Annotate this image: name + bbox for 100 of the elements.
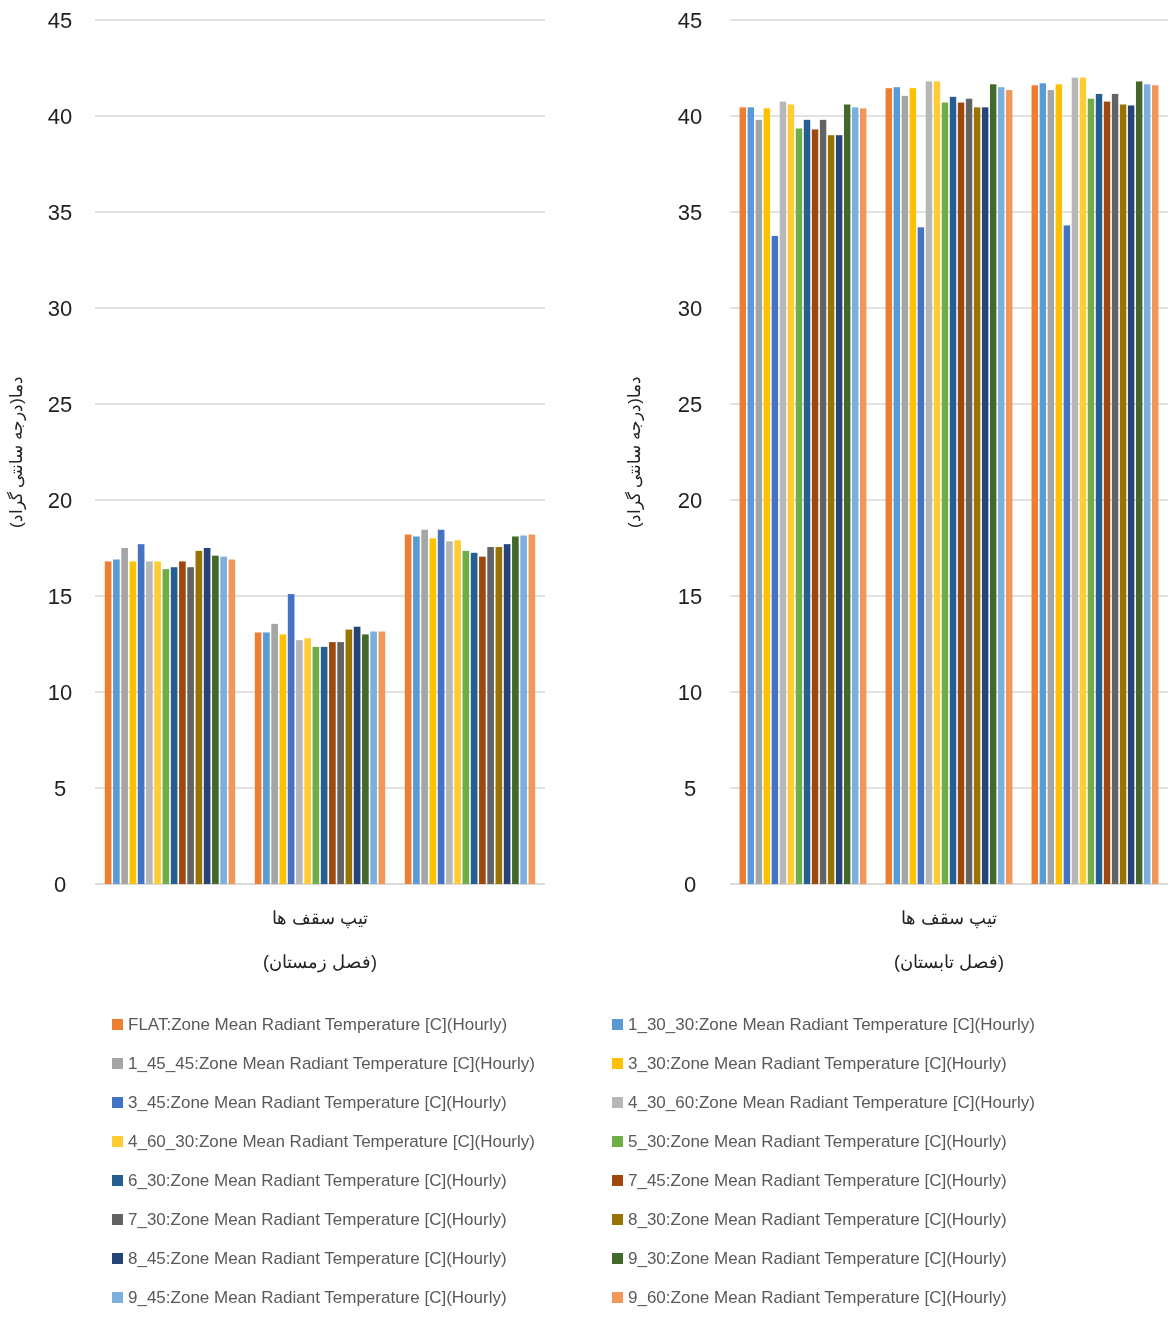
bar — [957, 102, 965, 884]
bar — [437, 529, 445, 884]
bar — [1006, 90, 1013, 884]
bar — [129, 561, 137, 884]
bar — [271, 623, 278, 884]
bar — [739, 107, 746, 884]
y-tick-label: 40 — [677, 104, 703, 129]
text: (فصل زمستان) — [263, 952, 377, 973]
bar — [1063, 225, 1071, 884]
bar — [1031, 85, 1038, 884]
legend-label: 1_45_45:Zone Mean Radiant Temperature [C](Hourly) — [128, 1054, 535, 1073]
legend-label: 8_30:Zone Mean Radiant Temperature [C](Hourly) — [628, 1210, 1007, 1229]
bar — [997, 87, 1005, 884]
bar — [296, 640, 303, 884]
bar — [1127, 105, 1135, 884]
y-tick-label: 10 — [677, 680, 703, 705]
bar — [121, 548, 128, 884]
bar — [113, 559, 120, 884]
bar — [933, 81, 941, 884]
y-tick-label: 45 — [677, 8, 703, 33]
legend-label: 5_30:Zone Mean Radiant Temperature [C](Hourly) — [628, 1132, 1007, 1151]
bar — [228, 559, 236, 884]
legend-label: 6_30:Zone Mean Radiant Temperature [C](Hourly) — [128, 1171, 507, 1190]
bar — [763, 108, 771, 884]
bar — [487, 547, 494, 884]
bar — [843, 104, 851, 884]
y-tick-label: 35 — [47, 200, 73, 225]
bar — [755, 119, 763, 884]
bar — [337, 642, 344, 884]
bar — [195, 550, 203, 884]
bar — [925, 81, 933, 884]
bar — [1039, 83, 1047, 884]
y-tick-label: 15 — [677, 584, 703, 609]
bar — [965, 98, 973, 884]
bar — [454, 540, 461, 884]
legend-label: 3_30:Zone Mean Radiant Temperature [C](Hourly) — [628, 1054, 1007, 1073]
legend-label: 9_30:Zone Mean Radiant Temperature [C](Hourly) — [628, 1249, 1007, 1268]
legend-label: 7_30:Zone Mean Radiant Temperature [C](Hourly) — [128, 1210, 507, 1229]
bar — [819, 119, 827, 884]
bar — [771, 236, 779, 884]
bar — [470, 552, 478, 884]
bar — [795, 128, 803, 884]
y-tick-label: 25 — [47, 392, 73, 417]
bar — [263, 632, 270, 884]
bar — [1071, 77, 1079, 884]
bar — [287, 594, 295, 884]
bar — [345, 629, 353, 884]
bar — [1143, 84, 1151, 884]
bar — [747, 107, 755, 884]
y-tick-label: 0 — [683, 872, 697, 897]
bar — [973, 107, 981, 884]
bar — [187, 567, 194, 884]
bar — [811, 129, 819, 884]
bar — [1079, 77, 1087, 884]
y-tick-label: 20 — [47, 488, 73, 513]
bar — [917, 227, 925, 884]
y-tick-label: 35 — [677, 200, 703, 225]
legend-label: 3_45:Zone Mean Radiant Temperature [C](Hourly) — [128, 1093, 507, 1112]
legend-label: 4_60_30:Zone Mean Radiant Temperature [C](Hourly) — [128, 1132, 535, 1151]
legend-label: 9_60:Zone Mean Radiant Temperature [C](Hourly) — [628, 1288, 1007, 1307]
bar — [1111, 93, 1119, 884]
bar — [1087, 98, 1095, 884]
bar — [503, 544, 511, 884]
bar — [827, 135, 835, 884]
y-tick-label: 30 — [677, 296, 703, 321]
bar — [312, 646, 320, 884]
x-axis-title: تیپ سقف ها — [271, 908, 369, 929]
bar — [1047, 90, 1055, 884]
bar — [835, 135, 843, 884]
legend-label: 1_30_30:Zone Mean Radiant Temperature [C](Hourly) — [628, 1015, 1035, 1034]
bar — [304, 638, 311, 884]
y-tick-label: 40 — [47, 104, 73, 129]
bar — [803, 119, 811, 884]
bar — [362, 634, 369, 884]
bar — [154, 561, 161, 884]
bar — [901, 95, 909, 884]
y-tick-label: 30 — [47, 296, 73, 321]
bar — [413, 536, 420, 884]
y-tick-label: 45 — [47, 8, 73, 33]
legend-label: 7_45:Zone Mean Radiant Temperature [C](Hourly) — [628, 1171, 1007, 1190]
bar — [860, 108, 867, 884]
bar — [162, 569, 170, 884]
bar — [254, 632, 262, 884]
bar — [220, 556, 227, 884]
bar — [479, 556, 486, 884]
y-tick-label: 0 — [53, 872, 67, 897]
bar — [146, 561, 153, 884]
legend-label: 8_45:Zone Mean Radiant Temperature [C](Hourly) — [128, 1249, 507, 1268]
y-axis-title: دما(درجه سانتی گراد) — [6, 376, 27, 528]
bar — [851, 107, 859, 884]
y-tick-label: 5 — [683, 776, 697, 801]
bar — [528, 534, 536, 884]
bar — [909, 88, 917, 884]
bar — [329, 642, 336, 884]
bar — [462, 550, 470, 884]
bar — [981, 107, 989, 884]
bar — [279, 634, 287, 884]
text: (فصل تابستان) — [894, 952, 1004, 972]
bar — [370, 631, 377, 884]
y-tick-label: 25 — [677, 392, 703, 417]
